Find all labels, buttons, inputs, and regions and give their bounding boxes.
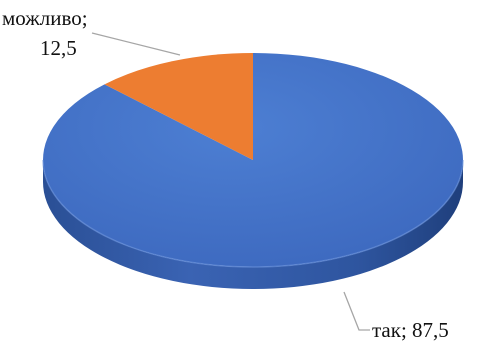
data-label-mozhlyvo-name: можливо; [2,6,88,30]
data-label-tak: так; 87,5 [372,318,449,342]
leader-line-mozhlyvo [91,32,181,56]
pie-side-tak [43,160,463,289]
leader-line-tak [343,291,370,331]
pie-slice-mozhlyvo [104,53,254,160]
pie-rim-highlight [42,159,464,268]
data-label-mozhlyvo-value: 12,5 [40,36,77,60]
pie-slice-tak [43,53,464,267]
